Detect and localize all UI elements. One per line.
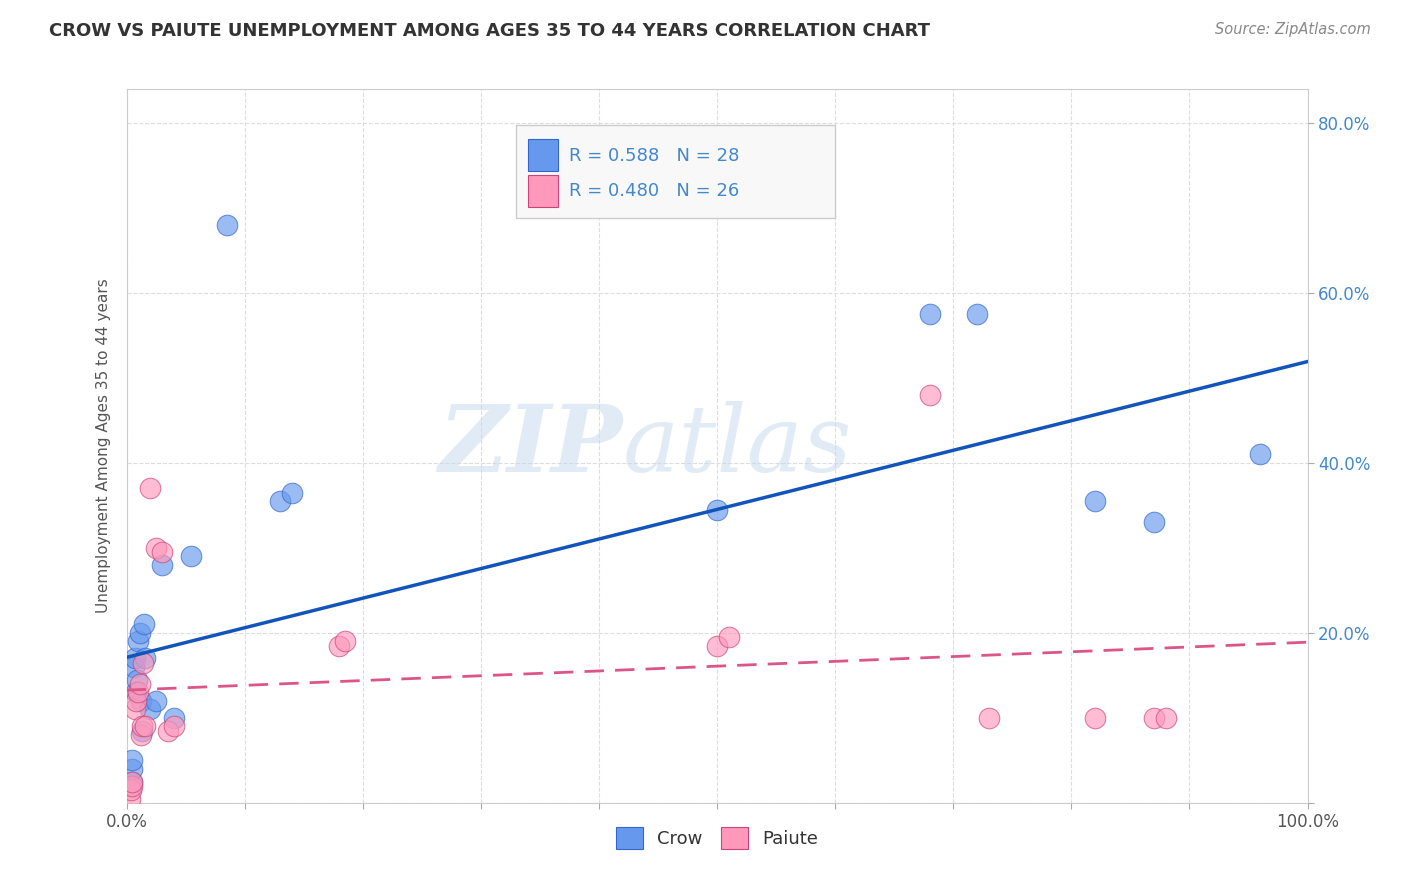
Point [1154,711,1177,725]
Point [124,702,146,716]
Point [333,634,356,648]
Point [706,502,728,516]
Point [120,783,142,797]
Point [145,694,167,708]
Point [1084,711,1107,725]
Point [1143,711,1166,725]
Point [163,719,186,733]
Point [127,634,149,648]
Text: Source: ZipAtlas.com: Source: ZipAtlas.com [1215,22,1371,37]
Y-axis label: Unemployment Among Ages 35 to 44 years: Unemployment Among Ages 35 to 44 years [96,278,111,614]
Point [121,762,143,776]
Text: R = 0.480   N = 26: R = 0.480 N = 26 [569,182,740,200]
Point [120,779,142,793]
Text: atlas: atlas [623,401,852,491]
Point [139,702,162,716]
Text: R = 0.588   N = 28: R = 0.588 N = 28 [569,146,740,164]
Point [121,779,143,793]
Point [131,723,153,738]
Point [918,307,941,321]
Point [134,617,156,632]
Point [156,723,179,738]
Point [121,774,143,789]
FancyBboxPatch shape [516,125,835,218]
Point [139,482,162,496]
Point [124,651,146,665]
Point [129,694,152,708]
Point [706,639,728,653]
Text: CROW VS PAIUTE UNEMPLOYMENT AMONG AGES 35 TO 44 YEARS CORRELATION CHART: CROW VS PAIUTE UNEMPLOYMENT AMONG AGES 3… [49,22,931,40]
Point [129,728,152,742]
Point [150,545,173,559]
FancyBboxPatch shape [529,139,558,171]
Point [163,711,186,725]
Text: ZIP: ZIP [439,401,623,491]
Point [966,307,988,321]
Point [180,549,202,564]
Point [127,673,149,687]
Point [128,626,150,640]
Point [125,694,148,708]
Point [281,485,304,500]
FancyBboxPatch shape [529,175,558,207]
Point [131,719,153,733]
Point [1249,448,1271,462]
Point [215,218,238,232]
Point [122,660,145,674]
Point [328,639,350,653]
Point [125,685,148,699]
Legend: Crow, Paiute: Crow, Paiute [607,818,827,858]
Point [918,388,941,402]
Point [134,651,156,665]
Point [1084,494,1107,508]
Point [127,685,149,699]
Point [717,630,740,644]
Point [269,494,291,508]
Point [121,774,143,789]
Point [128,677,150,691]
Point [132,656,155,670]
Point [1143,516,1166,530]
Point [134,719,156,733]
Point [977,711,1000,725]
Point [121,753,143,767]
Point [120,791,142,805]
Point [145,541,167,555]
Point [150,558,173,572]
